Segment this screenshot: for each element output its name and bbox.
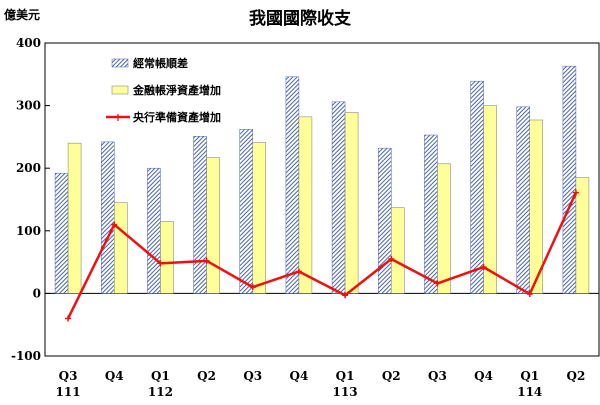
line-series-group: [65, 189, 579, 322]
x-tick-label: Q1: [520, 369, 539, 383]
point-reserve-assets: [111, 221, 118, 228]
point-reserve-assets: [203, 257, 210, 264]
legend-swatch-current-account: [111, 58, 129, 68]
point-reserve-assets: [249, 284, 256, 291]
bar-financial-account: [298, 116, 313, 294]
x-year-label: 112: [148, 385, 173, 399]
point-reserve-assets: [342, 292, 349, 299]
x-tick-label: Q3: [428, 369, 447, 383]
legend-marker-reserve-assets: +: [113, 111, 122, 124]
bar-financial-account: [483, 105, 497, 294]
bar-current-account: [147, 167, 161, 294]
y-tick-label: 200: [16, 161, 41, 175]
point-reserve-assets: [388, 255, 395, 262]
x-tick-label: Q2: [197, 369, 216, 383]
line-reserve-assets: [66, 192, 578, 319]
point-reserve-assets: [480, 264, 487, 271]
bar-financial-account: [160, 221, 174, 294]
point-reserve-assets: [572, 189, 579, 196]
bar-current-account: [193, 136, 207, 294]
y-tick-label: -100: [11, 349, 41, 363]
x-year-label: 113: [333, 385, 358, 399]
y-tick-label: 0: [33, 286, 41, 300]
y-tick-label: 400: [16, 36, 41, 50]
bar-current-account: [331, 101, 346, 294]
chart-title: 我國國際收支: [249, 8, 352, 29]
bar-financial-account: [437, 163, 451, 294]
x-tick-label: Q4: [105, 369, 124, 383]
legend: 經常帳順差 金融帳淨資產增加 + 央行準備資產增加: [106, 56, 221, 124]
bar-current-account: [516, 106, 530, 294]
x-year-label: 114: [517, 385, 542, 399]
bar-current-account: [424, 134, 438, 294]
y-unit-label: 億美元: [4, 7, 40, 22]
point-reserve-assets: [434, 280, 441, 287]
x-tick-label: Q3: [243, 369, 262, 383]
bar-financial-account: [391, 207, 405, 294]
bar-current-account: [54, 172, 69, 294]
x-tick-label: Q3: [59, 369, 78, 383]
x-tick-label: Q1: [151, 369, 170, 383]
bar-financial-account: [529, 119, 543, 294]
legend-label-reserve-assets: 央行準備資產增加: [133, 110, 221, 124]
point-reserve-assets: [157, 260, 164, 267]
bar-current-account: [562, 65, 577, 294]
x-tick-label: Q2: [382, 369, 401, 383]
x-tick-label: Q1: [336, 369, 355, 383]
x-tick-label: Q4: [290, 369, 309, 383]
x-tick-label: Q4: [474, 369, 493, 383]
bar-current-account: [378, 147, 392, 294]
legend-label-current-account: 經常帳順差: [133, 56, 188, 70]
point-reserve-assets: [526, 291, 533, 298]
y-axis: -100 0 100 200 300 400: [11, 36, 50, 363]
bar-current-account: [285, 76, 300, 294]
plot-area: [44, 42, 600, 357]
bar-financial-account: [252, 142, 266, 294]
x-year-label: 111: [56, 385, 81, 399]
y-tick-label: 300: [16, 99, 41, 113]
bars-group: [54, 65, 590, 294]
bar-current-account: [239, 129, 253, 294]
bar-current-account: [470, 80, 484, 294]
x-axis: Q3 111 Q4 Q1 112 Q2 Q3 Q4 Q1 113 Q2 Q3 Q4 Q1 114 Q2: [56, 369, 586, 399]
bar-current-account: [101, 141, 115, 294]
point-reserve-assets: [65, 315, 72, 322]
bar-financial-account: [114, 202, 128, 294]
bar-financial-account: [344, 112, 359, 294]
legend-label-financial-account: 金融帳淨資產增加: [132, 83, 221, 97]
point-reserve-assets: [295, 268, 302, 275]
bar-financial-account: [575, 177, 590, 294]
y-tick-label: 100: [16, 224, 41, 238]
bar-financial-account: [67, 142, 82, 294]
legend-swatch-financial-account: [111, 85, 129, 95]
bar-financial-account: [206, 157, 220, 294]
x-tick-label: Q2: [567, 369, 586, 383]
